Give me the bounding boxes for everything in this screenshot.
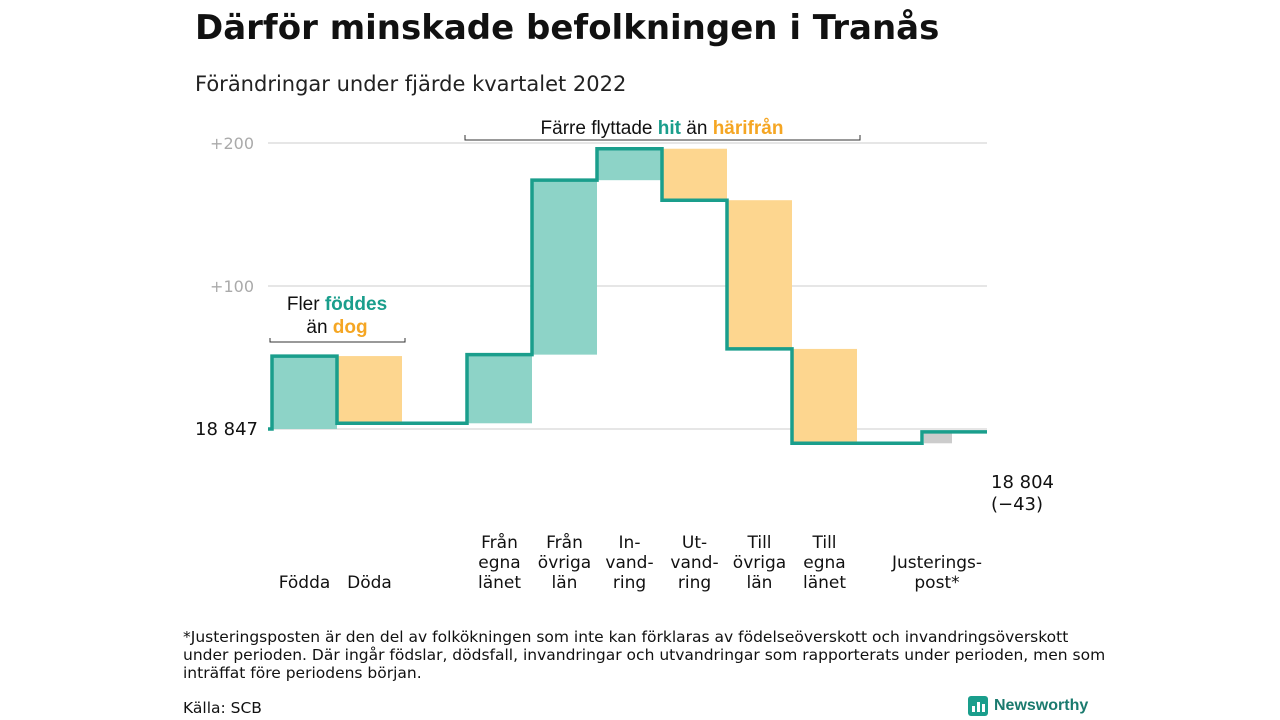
chart-title: Därför minskade befolkningen i Tranås xyxy=(195,8,940,48)
category-label-justering: Justerings- xyxy=(891,553,982,573)
category-label-invand: In- xyxy=(619,533,641,553)
bar-fran_egna xyxy=(467,354,532,424)
start-value-label: 18 847 xyxy=(195,419,258,440)
bar-till_ovr xyxy=(727,200,792,349)
annotation-part: än xyxy=(306,317,332,338)
category-label-fran_egna: Från xyxy=(481,532,518,553)
chart-subtitle: Förändringar under fjärde kvartalet 2022 xyxy=(195,72,627,96)
category-label-fran_egna: egna xyxy=(478,553,520,573)
category-label-invand: ring xyxy=(613,573,646,593)
bar-fodda xyxy=(272,356,337,429)
annotation-part: än xyxy=(681,118,713,139)
annotation-part: Färre flyttade xyxy=(541,118,658,139)
category-label-till_ovr: län xyxy=(747,573,773,593)
category-label-doda: Döda xyxy=(347,573,392,593)
category-label-justering: post* xyxy=(914,573,959,593)
annotation-part: hit xyxy=(658,118,682,139)
category-label-fran_ovr: övriga xyxy=(538,553,591,573)
y-tick-label: +100 xyxy=(210,277,254,296)
source-note: Källa: SCB xyxy=(183,699,262,717)
annotation-fodda: än dog xyxy=(306,317,367,338)
bar-justering xyxy=(924,431,952,444)
category-label-utvand: ring xyxy=(678,573,711,593)
category-label-till_egna: egna xyxy=(803,553,845,573)
bar-till_egna xyxy=(792,348,857,444)
bars-layer xyxy=(272,148,952,444)
category-label-utvand: Ut- xyxy=(682,533,707,553)
category-label-till_egna: Till xyxy=(811,533,836,553)
bracket-flytt xyxy=(464,135,861,141)
bracket-fodda xyxy=(269,338,406,343)
end-value-label: 18 804 xyxy=(991,472,1054,493)
newsworthy-icon xyxy=(968,696,988,716)
bar-utvand xyxy=(662,148,727,201)
end-change-label: (−43) xyxy=(991,494,1043,515)
annotation-part: dog xyxy=(333,317,368,338)
category-label-till_ovr: övriga xyxy=(733,553,786,573)
category-label-utvand: vand- xyxy=(670,553,718,573)
brand-name: Newsworthy xyxy=(994,697,1089,714)
annotation-flytt: Färre flyttade hit än härifrån xyxy=(541,118,784,139)
category-label-till_egna: länet xyxy=(803,573,846,593)
footnote: *Justeringsposten är den del av folkökni… xyxy=(183,628,1106,682)
category-label-fodda: Födda xyxy=(279,573,331,593)
category-label-invand: vand- xyxy=(605,553,653,573)
grid-layer: +200 +100 xyxy=(210,134,987,430)
category-label-fran_ovr: län xyxy=(552,573,578,593)
annotation-part: föddes xyxy=(325,294,387,315)
category-label-fran_ovr: Från xyxy=(546,532,583,553)
category-label-fran_egna: länet xyxy=(478,573,521,593)
waterfall-step-line xyxy=(268,146,987,446)
bar-invand xyxy=(597,148,662,181)
line-layer xyxy=(268,146,987,446)
bar-doda xyxy=(337,356,402,424)
bar-fran_ovr xyxy=(532,180,597,355)
brand-logo: Newsworthy xyxy=(968,696,1088,716)
annotation-fodda: Fler föddes xyxy=(287,294,387,315)
annotation-part: Fler xyxy=(287,294,325,315)
y-tick-label: +200 xyxy=(210,134,254,153)
annotation-part: härifrån xyxy=(713,118,784,139)
category-label-till_ovr: Till xyxy=(746,533,771,553)
